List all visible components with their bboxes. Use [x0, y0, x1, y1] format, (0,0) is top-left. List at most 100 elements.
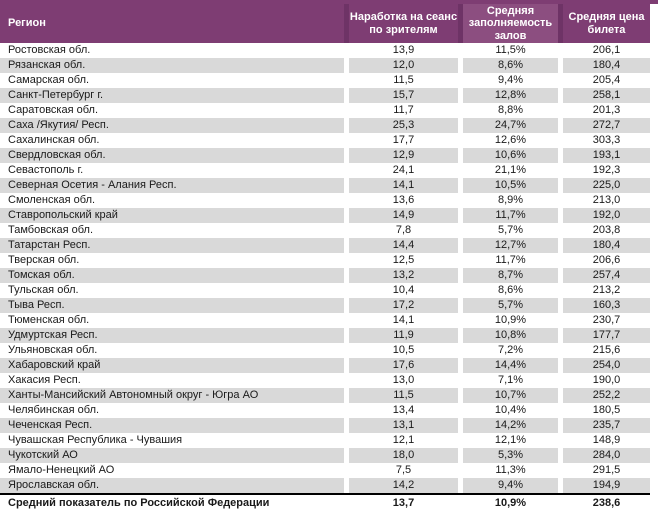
total-sessions-cell: 13,7	[392, 496, 415, 509]
occupancy-cell: 12,8%	[463, 88, 558, 103]
region-cell: Тверская обл.	[8, 254, 80, 266]
column-header-price: Средняя цена билета	[563, 4, 650, 43]
occupancy-cell: 8,8%	[497, 104, 524, 116]
occupancy-cell: 14,4%	[463, 358, 558, 373]
price-cell: 192,3	[592, 164, 621, 176]
sessions-cell: 13,0	[392, 374, 415, 386]
region-cell: Сахалинская обл.	[8, 134, 100, 146]
sessions-cell: 10,4	[392, 284, 415, 296]
price-cell: 190,0	[592, 374, 621, 386]
price-cell: 180,4	[563, 238, 650, 253]
table-body: Ростовская обл. 13,9 11,5% 206,1 Рязанск…	[0, 43, 658, 493]
price-cell: 225,0	[563, 178, 650, 193]
price-cell: 258,1	[563, 88, 650, 103]
price-cell: 230,7	[592, 314, 621, 326]
region-cell: Рязанская обл.	[0, 58, 344, 73]
occupancy-cell: 11,5%	[495, 44, 526, 56]
price-cell: 257,4	[563, 268, 650, 283]
region-cell: Хабаровский край	[0, 358, 344, 373]
table-row: Смоленская обл. 13,6 8,9% 213,0	[0, 193, 650, 208]
table-row: Санкт-Петербург г. 15,7 12,8% 258,1	[0, 88, 650, 103]
region-cell: Челябинская обл.	[8, 404, 100, 416]
total-occupancy-cell: 10,9%	[494, 496, 527, 509]
price-cell: 206,1	[592, 44, 621, 56]
table-row: Челябинская обл. 13,4 10,4% 180,5	[0, 403, 650, 418]
region-cell: Хакасия Респ.	[8, 374, 81, 386]
price-cell: 252,2	[563, 388, 650, 403]
sessions-cell: 14,2	[349, 478, 458, 493]
price-cell: 284,0	[563, 448, 650, 463]
table-row: Тамбовская обл. 7,8 5,7% 203,8	[0, 223, 650, 238]
table-row: Саратовская обл. 11,7 8,8% 201,3	[0, 103, 650, 118]
region-cell: Тамбовская обл.	[8, 224, 94, 236]
occupancy-cell: 10,4%	[494, 404, 527, 416]
sessions-cell: 15,7	[349, 88, 458, 103]
total-price-cell: 238,6	[592, 496, 621, 509]
table-row: Рязанская обл. 12,0 8,6% 180,4	[0, 58, 650, 73]
price-cell: 180,5	[592, 404, 621, 416]
table-row: Ямало-Ненецкий АО 7,5 11,3% 291,5	[0, 463, 650, 478]
price-cell: 201,3	[592, 104, 621, 116]
region-cell: Саратовская обл.	[8, 104, 99, 116]
table-row: Северная Осетия - Алания Респ. 14,1 10,5…	[0, 178, 650, 193]
occupancy-cell: 10,5%	[463, 178, 558, 193]
occupancy-cell: 11,7%	[463, 208, 558, 223]
sessions-cell: 14,1	[349, 178, 458, 193]
region-cell: Тыва Респ.	[0, 298, 344, 313]
occupancy-cell: 5,7%	[497, 224, 524, 236]
region-cell: Ханты-Мансийский Автономный округ - Югра…	[0, 388, 344, 403]
table-row: Удмуртская Респ. 11,9 10,8% 177,7	[0, 328, 650, 343]
region-cell: Севастополь г.	[8, 164, 84, 176]
sessions-cell: 13,6	[392, 194, 415, 206]
table-row: Свердловская обл. 12,9 10,6% 193,1	[0, 148, 650, 163]
region-cell: Тюменская обл.	[8, 314, 90, 326]
column-header-region: Регион	[0, 4, 344, 43]
table-row: Ульяновская обл. 10,5 7,2% 215,6	[0, 343, 650, 358]
sessions-cell: 17,2	[349, 298, 458, 313]
table-row: Хакасия Респ. 13,0 7,1% 190,0	[0, 373, 650, 388]
occupancy-cell: 12,6%	[494, 134, 527, 146]
region-cell: Самарская обл.	[8, 74, 90, 86]
region-cell: Чеченская Респ.	[0, 418, 344, 433]
table-row: Севастополь г. 24,1 21,1% 192,3	[0, 163, 650, 178]
occupancy-cell: 8,7%	[463, 268, 558, 283]
occupancy-cell: 5,7%	[463, 298, 558, 313]
sessions-cell: 11,9	[349, 328, 458, 343]
column-header-occupancy: Средняя заполняемость залов	[463, 4, 558, 43]
sessions-cell: 13,9	[392, 44, 415, 56]
table-row: Сахалинская обл. 17,7 12,6% 303,3	[0, 133, 650, 148]
occupancy-cell: 10,8%	[463, 328, 558, 343]
region-cell: Ямало-Ненецкий АО	[8, 464, 115, 476]
sessions-cell: 12,0	[349, 58, 458, 73]
sessions-cell: 13,2	[349, 268, 458, 283]
occupancy-cell: 10,7%	[463, 388, 558, 403]
price-cell: 291,5	[592, 464, 621, 476]
table-row: Чеченская Респ. 13,1 14,2% 235,7	[0, 418, 650, 433]
occupancy-cell: 7,1%	[497, 374, 524, 386]
table-row: Чувашская Республика - Чувашия 12,1 12,1…	[0, 433, 650, 448]
occupancy-cell: 14,2%	[463, 418, 558, 433]
price-cell: 180,4	[563, 58, 650, 73]
sessions-cell: 7,8	[395, 224, 412, 236]
region-cell: Смоленская обл.	[8, 194, 96, 206]
region-cell: Удмуртская Респ.	[0, 328, 344, 343]
table-row: Татарстан Респ. 14,4 12,7% 180,4	[0, 238, 650, 253]
table-row: Тюменская обл. 14,1 10,9% 230,7	[0, 313, 650, 328]
sessions-cell: 24,1	[392, 164, 415, 176]
table-row: Ханты-Мансийский Автономный округ - Югра…	[0, 388, 650, 403]
table-row: Тыва Респ. 17,2 5,7% 160,3	[0, 298, 650, 313]
occupancy-cell: 9,4%	[497, 74, 524, 86]
price-cell: 148,9	[592, 434, 621, 446]
sessions-cell: 14,4	[349, 238, 458, 253]
table-row: Томская обл. 13,2 8,7% 257,4	[0, 268, 650, 283]
table-top-border	[0, 0, 658, 4]
region-cell: Северная Осетия - Алания Респ.	[0, 178, 344, 193]
region-cell: Томская обл.	[0, 268, 344, 283]
occupancy-cell: 9,4%	[463, 478, 558, 493]
price-cell: 303,3	[592, 134, 621, 146]
price-cell: 215,6	[592, 344, 621, 356]
price-cell: 194,9	[563, 478, 650, 493]
price-cell: 235,7	[563, 418, 650, 433]
sessions-cell: 11,5	[393, 74, 414, 86]
